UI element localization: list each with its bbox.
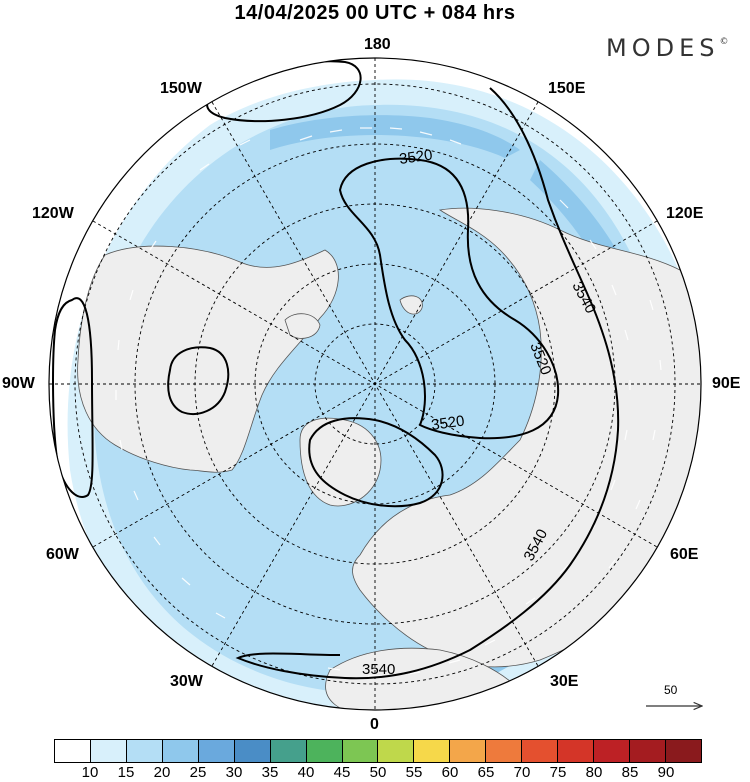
colorbar-swatch [378, 740, 415, 762]
brand-name: MODES [606, 34, 720, 62]
colorbar-tick-label: 85 [621, 764, 639, 781]
colorbar-swatch [594, 740, 630, 762]
lon-label-120e: 120E [666, 205, 704, 222]
lon-label-60e: 60E [670, 546, 699, 563]
colorbar [54, 739, 702, 763]
land-arctic-islands [284, 295, 423, 339]
lon-label-150w: 150W [160, 80, 202, 97]
contour-3520-east-trough [338, 157, 560, 440]
colorbar-swatch [414, 740, 451, 762]
colorbar-tick-label: 25 [189, 764, 207, 781]
colorbar-swatch [558, 740, 595, 762]
colorbar-swatch [270, 740, 307, 762]
contour-label-4: 3520 [430, 412, 465, 433]
map-title: 14/04/2025 00 UTC + 084 hrs [234, 2, 516, 24]
land-masses [77, 207, 701, 710]
lon-label-90e: 90E [712, 375, 741, 392]
colorbar-tick-label: 30 [225, 764, 243, 781]
colorbar-swatch [450, 740, 487, 762]
lon-label-30w: 30W [170, 673, 203, 690]
wind-band-arctic [390, 327, 460, 466]
colorbar-tick-label: 35 [261, 764, 279, 781]
contour-label-6: 3540 [362, 661, 395, 678]
colorbar-tick-label: 80 [585, 764, 603, 781]
colorbar-swatch [342, 740, 379, 762]
colorbar-swatch [306, 740, 343, 762]
colorbar-tick-label: 75 [549, 764, 567, 781]
colorbar-swatch [665, 740, 701, 762]
lon-label-90w: 90W [2, 375, 35, 392]
colorbar-tick-label: 55 [405, 764, 423, 781]
colorbar-tick-label: 10 [81, 764, 99, 781]
height-contours [52, 60, 620, 680]
copyright-mark: © [719, 37, 729, 47]
contour-3520-atlantic-cell [308, 417, 444, 508]
colorbar-tick-label: 65 [477, 764, 495, 781]
modes-logo: MODES© [606, 34, 728, 62]
colorbar-swatch [234, 740, 271, 762]
colorbar-tick-label: 50 [369, 764, 387, 781]
colorbar-swatch [55, 740, 91, 762]
colorbar-swatch [198, 740, 235, 762]
colorbar-tick-label: 40 [297, 764, 315, 781]
colorbar-tick-label: 15 [117, 764, 135, 781]
colorbar-swatch [522, 740, 559, 762]
map-border [48, 57, 702, 711]
lon-label-150e: 150E [548, 80, 586, 97]
colorbar-swatch [486, 740, 523, 762]
reference-vector-label: 50 [664, 683, 678, 697]
lon-label-180: 180 [364, 36, 391, 53]
contour-3540-west-cell [52, 297, 94, 498]
colorbar-swatch [630, 740, 666, 762]
graticule [49, 58, 701, 710]
land-north-america [77, 245, 339, 473]
contour-label-1: 3520 [398, 146, 433, 167]
lon-label-0: 0 [370, 716, 379, 733]
colorbar-tick-label: 90 [657, 764, 675, 781]
colorbar-swatch [162, 740, 199, 762]
colorbar-tick-label: 70 [513, 764, 531, 781]
colorbar-swatch [90, 740, 127, 762]
colorbar-tick-label: 45 [333, 764, 351, 781]
colorbar-tick-label: 60 [441, 764, 459, 781]
contour-3520-west-cell [167, 346, 230, 415]
lon-label-30e: 30E [550, 673, 579, 690]
colorbar-tick-label: 20 [153, 764, 171, 781]
lon-label-60w: 60W [46, 546, 79, 563]
contour-3540-main [235, 87, 620, 680]
lon-label-120w: 120W [32, 205, 74, 222]
colorbar-swatch [126, 740, 163, 762]
wind-band-pacific [270, 115, 520, 158]
